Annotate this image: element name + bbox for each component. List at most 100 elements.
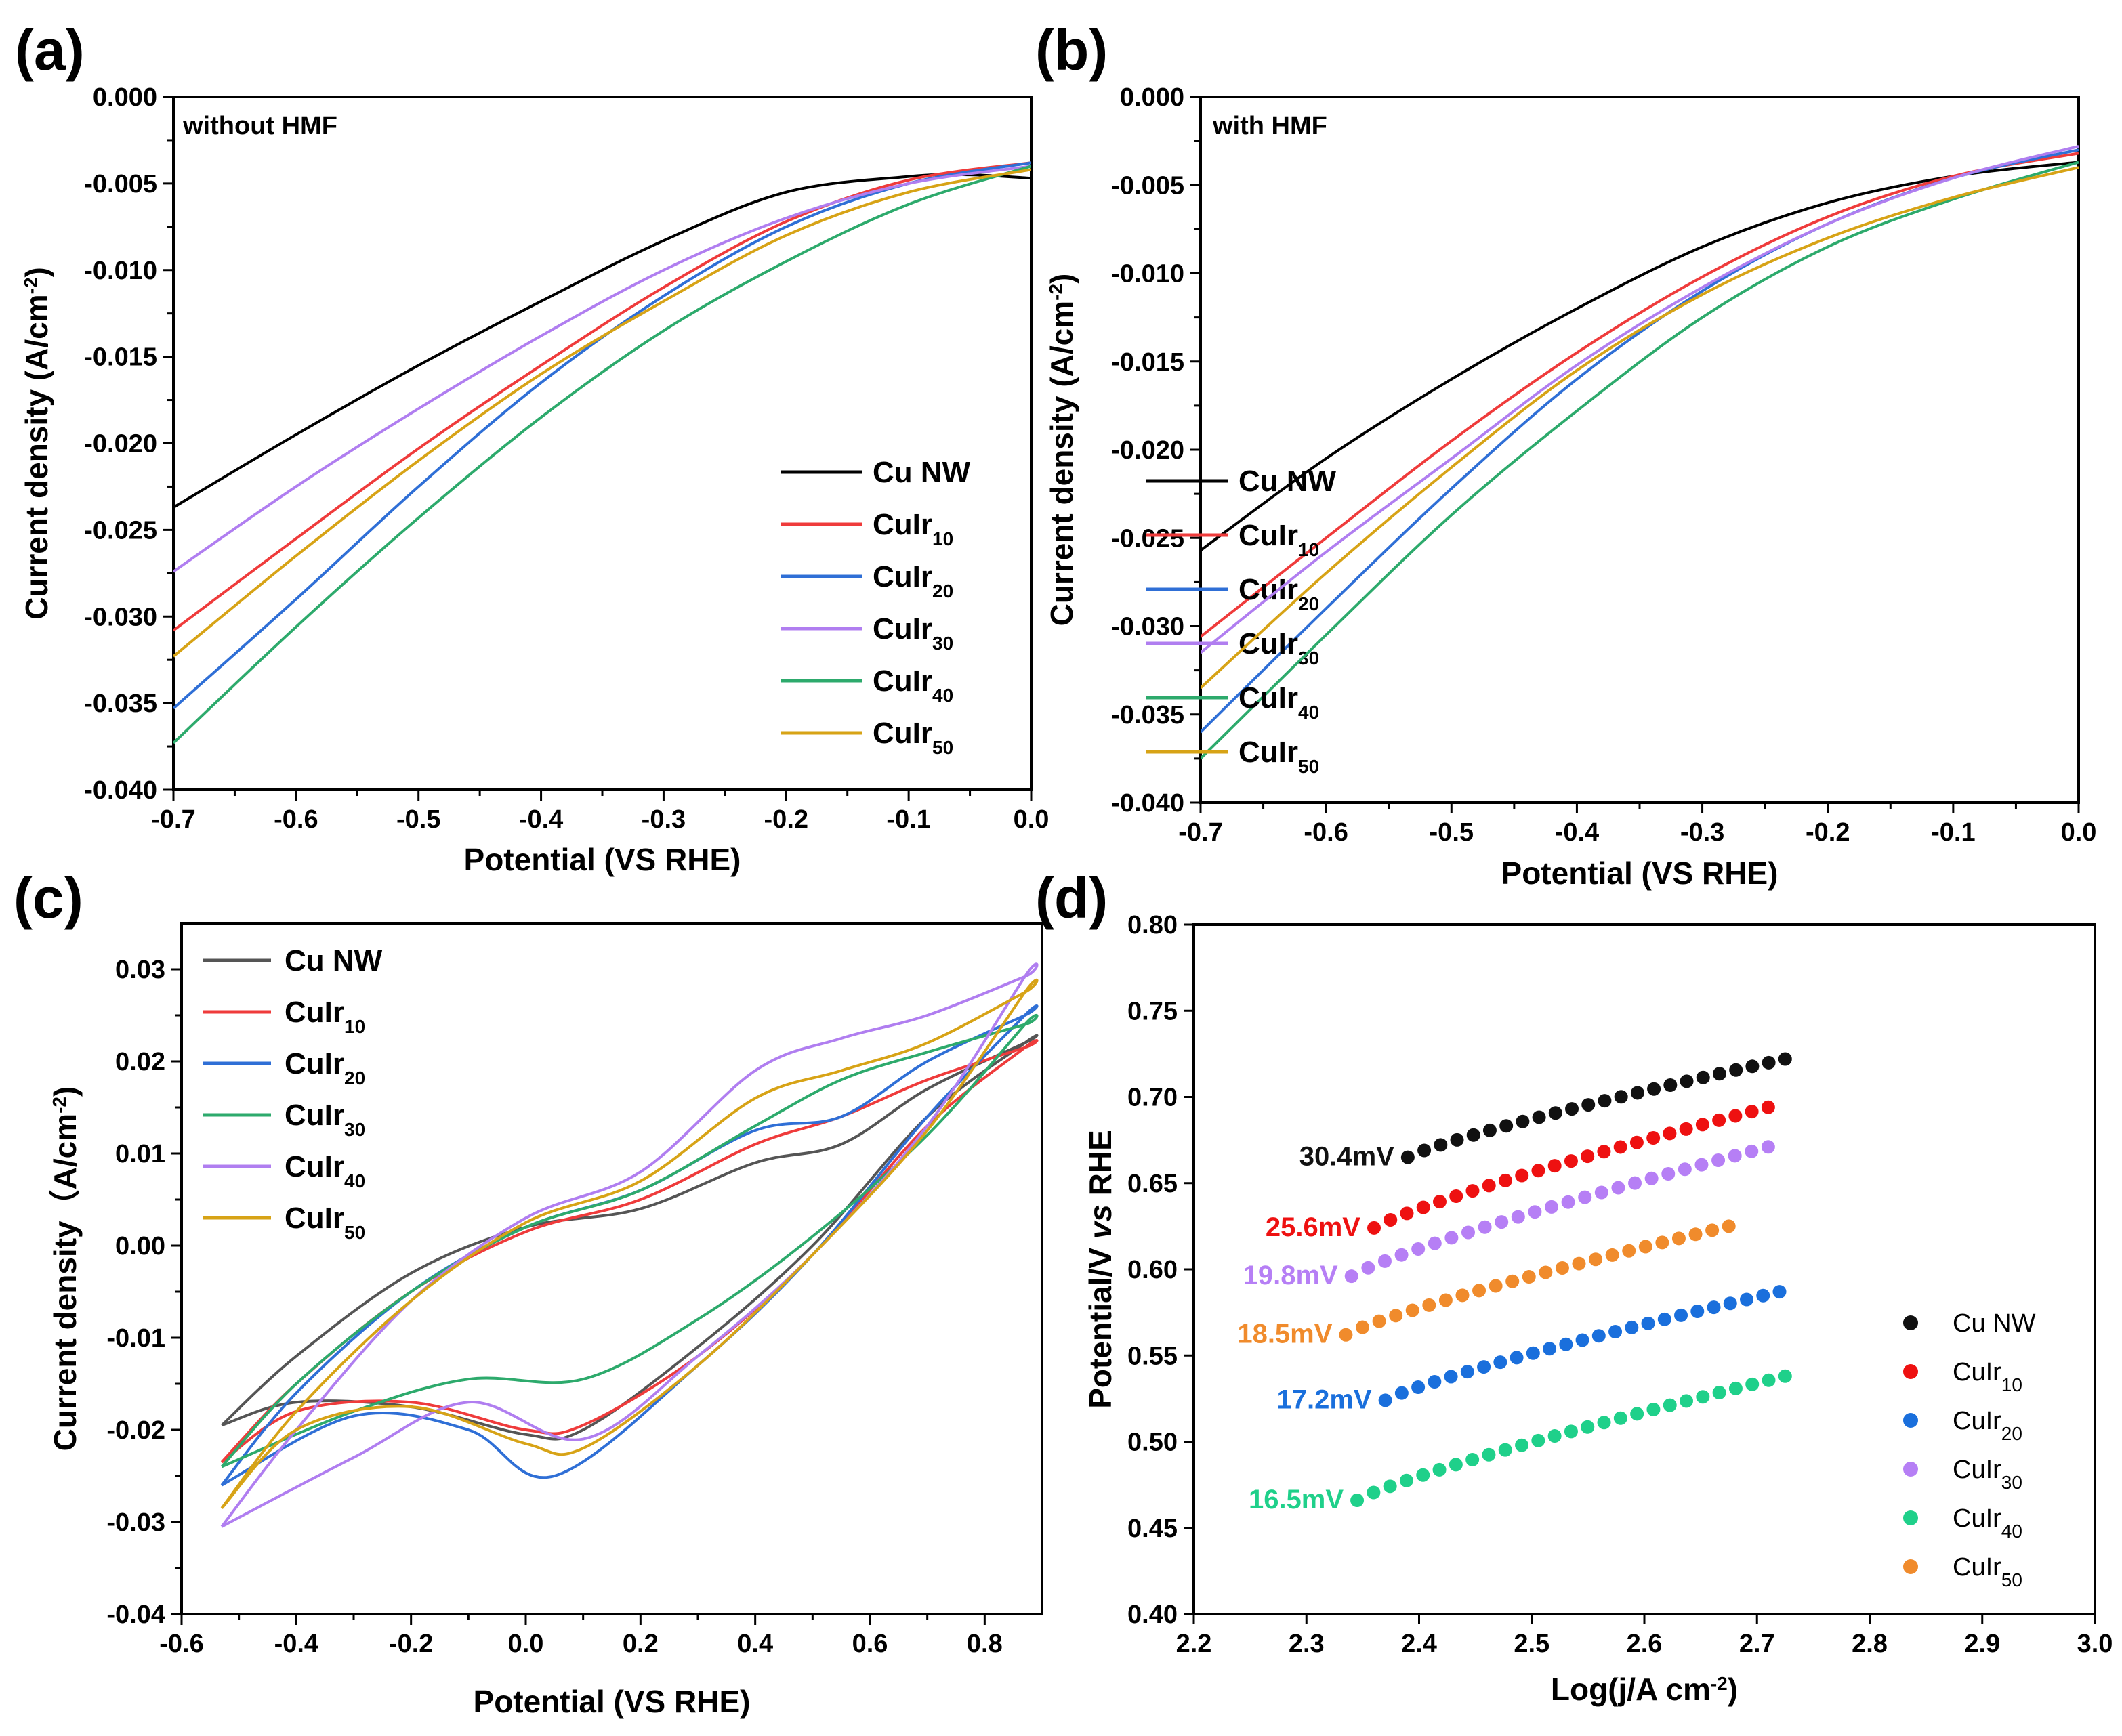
panel-b-y-tick-label: -0.030	[1111, 613, 1184, 641]
panel-d-scatter-point	[1655, 1235, 1669, 1250]
panel-d-scatter-point	[1745, 1105, 1759, 1119]
panel-d-scatter-point	[1482, 1179, 1496, 1193]
panel-d-scatter-point	[1498, 1173, 1512, 1187]
panel-b-y-tick-label: -0.005	[1111, 171, 1184, 200]
panel-d-scatter-point	[1592, 1329, 1606, 1343]
panel-d-scatter-point	[1641, 1316, 1655, 1330]
panel-d-scatter-point	[1350, 1494, 1365, 1508]
panel-a-legend-label: CuIr20	[873, 560, 953, 601]
panel-b-y-tick-label: -0.040	[1111, 789, 1184, 818]
panel-d-scatter-point	[1711, 1153, 1726, 1167]
panel-d-scatter-point	[1428, 1375, 1442, 1389]
panel-b-x-tick-label: -0.3	[1680, 818, 1724, 847]
panel-d-scatter-point	[1510, 1351, 1524, 1365]
panel-d-scatter-point	[1728, 1149, 1742, 1163]
panel-d-scatter-point	[1680, 1394, 1694, 1408]
panel-a-label: (a)	[15, 18, 85, 82]
panel-d-legend-marker	[1903, 1315, 1918, 1330]
panel-d-slope-label: 16.5mV	[1249, 1485, 1344, 1515]
panel-b-x-tick-label: -0.1	[1931, 818, 1975, 847]
panel-d-scatter-point	[1671, 1231, 1686, 1246]
panel-c-legend-label: CuIr30	[285, 1099, 365, 1140]
panel-d-legend-marker	[1903, 1413, 1918, 1428]
panel-d-scatter-point	[1740, 1292, 1754, 1307]
panel-d-scatter-point	[1628, 1176, 1642, 1190]
panel-d-scatter-point	[1581, 1420, 1595, 1434]
panel-d-scatter-point	[1449, 1458, 1463, 1472]
panel-d-scatter-point	[1629, 1135, 1644, 1149]
panel-d-scatter-point	[1356, 1320, 1370, 1334]
panel-d-x-tick-label: 2.5	[1514, 1630, 1549, 1658]
panel-d-scatter-point	[1696, 1070, 1710, 1084]
panel-d-scatter-point	[1383, 1479, 1397, 1494]
panel-d-scatter-point	[1663, 1078, 1678, 1093]
panel-d-label: (d)	[1035, 866, 1108, 930]
panel-a-y-tick-label: -0.015	[84, 343, 157, 372]
panel-d-scatter-point	[1449, 1189, 1463, 1203]
panel-d-scatter-point	[1482, 1447, 1496, 1462]
panel-d-scatter-point	[1482, 1123, 1497, 1137]
panel-a-legend-label: CuIr30	[873, 612, 953, 654]
panel-d-scatter-point	[1564, 1424, 1578, 1439]
panel-d-scatter-point	[1444, 1370, 1458, 1384]
panel-b-legend-label: CuIr30	[1239, 627, 1319, 669]
panel-b-y-tick-label: 0.000	[1120, 83, 1184, 112]
panel-d-scatter-point	[1761, 1140, 1775, 1154]
panel-d-scatter-point	[1416, 1468, 1430, 1482]
panel-a-legend-label: Cu NW	[873, 456, 971, 489]
panel-b-series-line-CuIr10	[1201, 152, 2079, 638]
panel-c-x-axis-title: Potential (VS RHE)	[474, 1684, 751, 1719]
panel-c-x-tick-label: 0.8	[967, 1630, 1003, 1658]
panel-a-y-tick-label: -0.020	[84, 430, 157, 459]
panel-b-series-line-CuIr40	[1201, 161, 2079, 760]
panel-d-x-tick-label: 2.2	[1176, 1630, 1212, 1658]
panel-d-x-tick-label: 2.8	[1852, 1630, 1888, 1658]
panel-d-scatter-point	[1450, 1132, 1464, 1147]
panel-d-scatter-point	[1478, 1220, 1492, 1234]
panel-d-scatter-point	[1646, 1131, 1661, 1145]
panel-c-y-tick-label: -0.02	[106, 1416, 165, 1445]
panel-a-x-tick-label: -0.2	[764, 805, 808, 834]
panel-a-chart: (a) -0.7 -0.6 -0.5 -0.4 -0.3 -0.2 -0.1 0.0 0.000 -…	[15, 18, 1049, 877]
panel-d-scatter-point	[1561, 1195, 1575, 1209]
panel-a-x-tick-label: -0.1	[886, 805, 930, 834]
panel-d-scatter-point	[1555, 1261, 1569, 1275]
panel-d-scatter-point	[1679, 1122, 1693, 1136]
panel-d-scatter-point	[1428, 1236, 1442, 1250]
panel-d-scatter-point	[1547, 1429, 1562, 1443]
panel-d-y-tick-label: 0.75	[1127, 997, 1178, 1025]
panel-d-scatter-point	[1722, 1219, 1736, 1233]
panel-a-y-tick-label: -0.040	[84, 776, 157, 805]
panel-d-scatter-point	[1762, 1055, 1776, 1070]
panel-d-scatter-point	[1522, 1270, 1536, 1284]
panel-d-scatter-point	[1432, 1195, 1447, 1209]
panel-d-scatter-point	[1455, 1288, 1470, 1303]
panel-d-scatter-point	[1729, 1063, 1743, 1077]
panel-d-scatter-point	[1663, 1126, 1677, 1141]
panel-d-scatter-point	[1598, 1094, 1612, 1108]
panel-d-x-tick-label: 2.9	[1964, 1630, 2000, 1658]
panel-d-scatter-point	[1384, 1212, 1398, 1227]
panel-b-legend-label: CuIr10	[1239, 519, 1319, 560]
panel-b-label: (b)	[1035, 18, 1108, 82]
panel-c-x-tick-label: 0.0	[508, 1630, 544, 1658]
panel-d-scatter-point	[1444, 1231, 1459, 1245]
panel-a-x-tick-label: -0.4	[519, 805, 563, 834]
panel-a-y-tick-label: 0.000	[93, 83, 157, 112]
panel-b-x-tick-label: -0.4	[1555, 818, 1599, 847]
panel-a-legend-label: CuIr10	[873, 508, 953, 549]
panel-a-x-tick-label: -0.5	[396, 805, 440, 834]
panel-d-slope-label: 25.6mV	[1266, 1212, 1360, 1242]
panel-d-scatter-point	[1465, 1452, 1480, 1466]
panel-c-legend-label: Cu NW	[285, 944, 383, 977]
panel-c-series-line-CuIr40	[220, 962, 1039, 1528]
panel-c-y-tick-label: 0.02	[115, 1048, 165, 1076]
panel-c-label: (c)	[14, 866, 83, 930]
panel-d-scatter-point	[1712, 1113, 1726, 1127]
panel-b-x-tick-label: -0.5	[1430, 818, 1474, 847]
panel-d-scatter-point	[1422, 1298, 1436, 1312]
panel-d-chart: (d) 2.2 2.3 2.4 2.5 2.6 2.7 2.8 2.9 3.0 0.80 0.75 0.…	[1035, 866, 2113, 1707]
panel-b-x-tick-label: -0.2	[1806, 818, 1850, 847]
panel-c-y-tick-label: 0.00	[115, 1232, 165, 1261]
